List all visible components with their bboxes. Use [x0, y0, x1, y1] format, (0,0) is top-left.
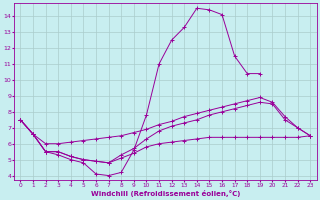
X-axis label: Windchill (Refroidissement éolien,°C): Windchill (Refroidissement éolien,°C)	[91, 190, 240, 197]
